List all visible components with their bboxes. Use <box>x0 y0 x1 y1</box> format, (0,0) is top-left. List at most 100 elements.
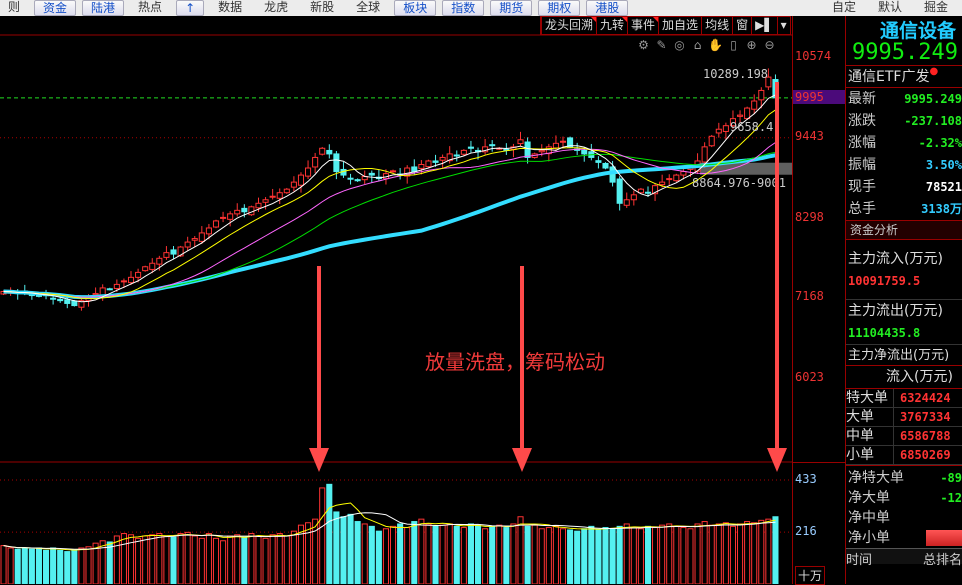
candle <box>106 288 113 291</box>
volume-ma5-line <box>3 502 776 551</box>
order-inflow: 6850269 <box>900 448 951 462</box>
price-tick: 6023 <box>795 370 824 384</box>
chart-annotation: 放量洗盘，筹码松动 <box>425 350 605 374</box>
pen-icon[interactable]: ✎ <box>656 38 667 52</box>
gear-icon[interactable]: ⚙ <box>638 38 649 52</box>
kline-chart[interactable]: 10289.198 9658.4 8864.976-9001 <box>0 16 792 584</box>
candle <box>729 118 737 127</box>
topbar-item-13[interactable]: 港股 <box>586 0 629 16</box>
chart-tool-4[interactable]: 均线 <box>701 17 732 34</box>
candle <box>212 220 220 228</box>
chart-tool-7[interactable]: ▾ <box>776 17 790 34</box>
candle <box>701 146 708 163</box>
volume-bar <box>305 522 312 584</box>
topbar-item-5[interactable]: 数据 <box>218 0 243 14</box>
volume-bar <box>276 533 283 584</box>
topbar-item-2[interactable]: 陆港 <box>82 0 125 16</box>
candle <box>460 149 467 155</box>
candle <box>135 271 142 278</box>
net-bar <box>926 530 962 546</box>
candle <box>715 128 722 134</box>
volume-bar <box>212 537 220 584</box>
volume-bar <box>390 525 397 584</box>
candle <box>220 216 227 219</box>
outflow-label: 主力流出(万元) <box>848 303 943 319</box>
topbar-item-9[interactable]: 板块 <box>394 0 437 16</box>
topbar-item-6[interactable]: 龙虎 <box>264 0 289 14</box>
topbar-item-7[interactable]: 新股 <box>310 0 335 14</box>
topbar-item-10[interactable]: 指数 <box>442 0 485 16</box>
stats-list: 最新 9995.249 涨跌 -237.108 涨幅 -2.32% 振幅 3.50% 现手 785… <box>846 88 962 220</box>
volume-bar <box>227 535 234 584</box>
topbar-item-16[interactable]: 掘金 <box>923 0 948 14</box>
topbar-item-12[interactable]: 期权 <box>538 0 581 16</box>
candle <box>538 149 545 153</box>
chart-tool-1[interactable]: 九转 <box>596 17 628 34</box>
candle <box>517 139 524 145</box>
net-label: 净中单 <box>848 510 890 526</box>
topbar-item-4[interactable]: ↑ <box>176 0 205 16</box>
topbar-item-14[interactable]: 自定 <box>831 0 856 14</box>
stat-label: 涨幅 <box>848 135 876 151</box>
volume-bar <box>637 528 644 584</box>
candle <box>404 167 411 177</box>
candle <box>305 167 312 177</box>
candle <box>241 207 248 213</box>
volume-bar <box>198 537 205 584</box>
order-row: 特大单 6324424 <box>846 389 962 408</box>
chart-tool-6[interactable]: ▶▌ <box>751 17 776 34</box>
order-type: 小单 <box>846 446 894 464</box>
chart-tool-3[interactable]: 加自选 <box>658 17 701 34</box>
hand-icon[interactable]: ✋ <box>708 38 723 52</box>
volume-bar <box>85 546 92 584</box>
volume-bar <box>404 527 411 584</box>
range-band <box>700 162 792 175</box>
topbar-item-11[interactable]: 期货 <box>490 0 533 16</box>
volume-bar <box>269 534 276 584</box>
annotation-arrow-head <box>512 448 532 472</box>
candle <box>425 160 432 168</box>
stat-row: 总手 3138万 <box>846 198 962 220</box>
volume-bar <box>673 525 680 584</box>
volume-ma10-line <box>3 512 776 550</box>
net-row: 净大单 -12 <box>846 488 962 508</box>
topbar-item-15[interactable]: 默认 <box>877 0 902 14</box>
tab-capital-analysis[interactable]: 资金分析 <box>846 220 962 240</box>
volume-bar <box>567 529 574 584</box>
net-label: 净大单 <box>848 490 890 506</box>
volume-bar <box>609 528 616 584</box>
volume-bar <box>482 528 489 584</box>
chart-tool-5[interactable]: 窗 <box>732 17 751 34</box>
candle <box>581 149 588 155</box>
volume-bar <box>177 533 184 584</box>
stat-row: 最新 9995.249 <box>846 88 962 110</box>
volume-bar <box>135 537 142 584</box>
chart-tool-2[interactable]: 事件 <box>627 17 659 34</box>
volume-bar <box>439 524 446 584</box>
stat-row: 涨幅 -2.32% <box>846 132 962 154</box>
volume-bar <box>241 536 248 584</box>
zoom-out-icon[interactable]: ⊖ <box>764 38 775 52</box>
topbar-item-3[interactable]: 热点 <box>138 0 163 14</box>
topbar-item-0[interactable]: 则 <box>8 0 21 14</box>
basket-icon[interactable]: ⌂ <box>693 38 702 52</box>
eye-icon[interactable]: ◎ <box>674 38 685 52</box>
candle <box>644 191 652 194</box>
net-value: -12 <box>940 491 962 505</box>
chart-tool-0[interactable]: 龙头回溯 <box>541 17 597 34</box>
volume-bar <box>474 524 482 584</box>
topbar-item-1[interactable]: 资金 <box>34 0 77 16</box>
lock-icon[interactable]: ▯ <box>730 38 737 52</box>
etf-link[interactable]: 通信ETF广发● <box>846 66 962 88</box>
price-tick: 8298 <box>795 209 824 224</box>
zoom-in-icon[interactable]: ⊕ <box>746 38 757 52</box>
stat-row: 涨跌 -237.108 <box>846 110 962 132</box>
ma10-line <box>3 109 776 300</box>
candle <box>64 299 71 304</box>
volume-bar <box>751 522 758 584</box>
volume-bar <box>517 516 524 584</box>
ma60-line <box>3 153 776 300</box>
candle <box>524 141 531 158</box>
candle <box>333 153 340 173</box>
topbar-item-8[interactable]: 全球 <box>356 0 381 14</box>
